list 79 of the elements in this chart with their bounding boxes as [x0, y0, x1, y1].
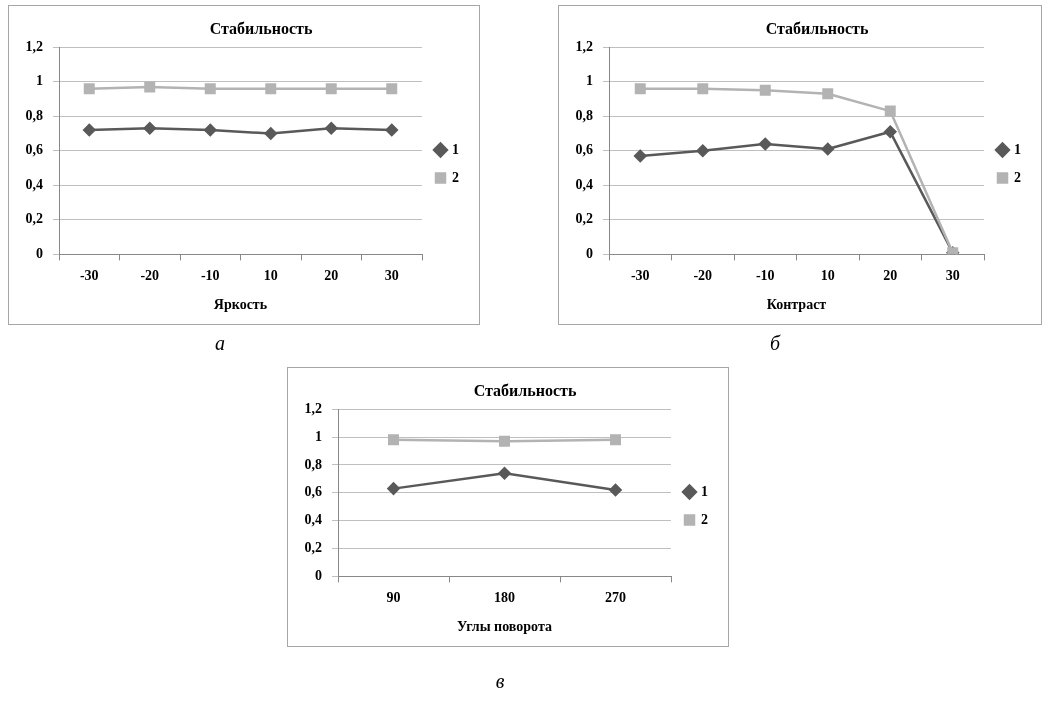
point [884, 125, 897, 139]
x-tick-label: 90 [386, 590, 401, 606]
point [388, 434, 399, 446]
point [610, 434, 621, 446]
text: а [214, 332, 226, 355]
y-tick-label: 0 [36, 246, 43, 262]
point [385, 123, 398, 137]
point [499, 435, 510, 447]
point [634, 83, 646, 95]
x-tick-label: -20 [693, 268, 713, 284]
y-tick-label: 0,2 [304, 540, 322, 556]
chart-title: Стабильность [765, 19, 869, 37]
x-tick-label: 30 [945, 268, 960, 284]
x-tick-label: -20 [140, 268, 160, 284]
point [264, 127, 277, 140]
legend-label: 1 [452, 141, 459, 157]
point [325, 122, 338, 135]
point [143, 122, 156, 135]
point [696, 144, 709, 158]
x-tick-label: 10 [263, 268, 278, 284]
y-tick-label: 0,6 [575, 142, 593, 158]
legend-label: 1 [1014, 141, 1021, 157]
x-axis-title: Яркость [213, 297, 268, 313]
legend-label: 2 [452, 169, 459, 185]
y-tick-label: 0,2 [575, 211, 593, 227]
point [634, 149, 647, 163]
y-tick-label: 1 [586, 73, 593, 89]
point [204, 83, 216, 95]
y-tick-label: 0,6 [304, 484, 322, 500]
point [144, 81, 156, 93]
point [325, 83, 337, 95]
point [387, 482, 400, 495]
point [265, 83, 277, 95]
y-tick-label: 0,4 [575, 176, 593, 192]
point [83, 123, 96, 137]
x-tick-label: -10 [755, 268, 775, 284]
x-axis-title: Углы поворота [457, 619, 552, 635]
point [759, 84, 771, 96]
point [609, 483, 622, 497]
x-tick-label: 20 [883, 268, 898, 284]
point [386, 83, 398, 95]
legend-label: 1 [701, 483, 708, 499]
text: б [768, 332, 782, 355]
y-tick-label: 0 [586, 246, 593, 262]
point [821, 142, 834, 156]
y-tick-label: 0,4 [304, 512, 322, 528]
y-tick-label: 0,8 [25, 107, 43, 123]
y-tick-label: 1 [315, 428, 322, 444]
x-tick-label: 180 [494, 590, 515, 606]
x-tick-label: 20 [324, 268, 339, 284]
y-tick-label: 1,2 [25, 38, 43, 54]
y-tick-label: 0,8 [575, 107, 593, 123]
chart-title: Стабильность [209, 19, 313, 37]
y-tick-label: 1,2 [575, 38, 593, 54]
point [759, 137, 772, 151]
legend-label: 2 [701, 511, 708, 527]
y-tick-label: 1,2 [304, 400, 322, 416]
y-tick-label: 0,6 [25, 142, 43, 158]
text: в [494, 670, 506, 693]
chart-title: Стабильность [473, 381, 577, 399]
point [83, 83, 95, 95]
y-tick-label: 0,4 [25, 176, 43, 192]
x-axis-title: Контраст [766, 297, 827, 313]
point [697, 83, 709, 95]
y-tick-label: 0,8 [304, 456, 322, 472]
point [822, 88, 834, 100]
x-tick-label: 30 [384, 268, 399, 284]
x-tick-label: -10 [200, 268, 220, 284]
point [498, 467, 511, 480]
x-tick-label: 10 [820, 268, 835, 284]
y-tick-label: 1 [36, 73, 43, 89]
legend-label: 2 [1014, 169, 1021, 185]
x-tick-label: -30 [630, 268, 650, 284]
point [884, 105, 896, 117]
y-tick-label: 0,2 [25, 211, 43, 227]
y-tick-label: 0 [315, 568, 322, 584]
point [204, 123, 217, 137]
x-tick-label: -30 [79, 268, 99, 284]
x-tick-label: 270 [605, 590, 626, 606]
